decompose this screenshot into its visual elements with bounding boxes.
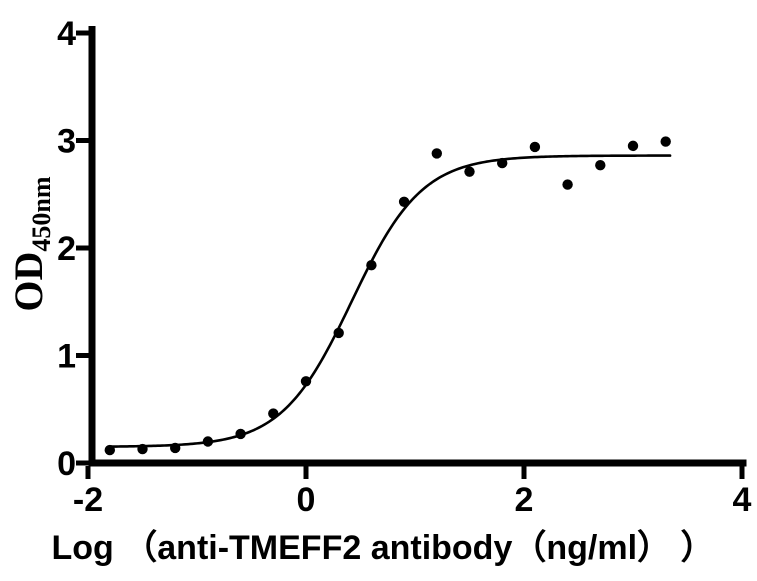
y-tick bbox=[76, 245, 89, 251]
x-tick bbox=[739, 466, 745, 479]
y-tick-label: 1 bbox=[57, 338, 76, 376]
data-point bbox=[529, 141, 541, 153]
data-point bbox=[235, 428, 246, 440]
y-axis-title-subscript: 450nm bbox=[27, 176, 56, 251]
data-point bbox=[497, 157, 508, 169]
data-point bbox=[398, 196, 410, 207]
y-tick-label: 4 bbox=[57, 15, 76, 53]
data-point bbox=[366, 260, 377, 271]
data-point bbox=[562, 179, 573, 190]
data-point bbox=[202, 436, 214, 447]
data-point bbox=[300, 376, 312, 387]
y-tick bbox=[76, 460, 89, 466]
fit-curve bbox=[108, 154, 672, 448]
y-tick-label: 0 bbox=[57, 445, 76, 483]
data-point bbox=[431, 148, 442, 159]
y-tick-label: 3 bbox=[57, 123, 76, 161]
x-tick-label: -2 bbox=[73, 481, 103, 519]
y-tick bbox=[76, 353, 89, 358]
x-axis-title: Log （anti-TMEFF2 antibody（ng/ml） ） bbox=[52, 528, 715, 567]
data-points-layer bbox=[104, 136, 671, 456]
y-tick bbox=[76, 138, 89, 143]
x-tick-label: 0 bbox=[297, 481, 316, 519]
y-axis-title: OD450nm bbox=[6, 176, 56, 311]
data-point bbox=[464, 166, 475, 177]
x-tick bbox=[521, 466, 527, 479]
x-tick-label: 4 bbox=[733, 481, 752, 519]
x-tick bbox=[85, 466, 91, 479]
data-point bbox=[104, 444, 116, 456]
data-point bbox=[627, 140, 639, 152]
x-axis-spine bbox=[88, 459, 747, 467]
y-tick bbox=[76, 30, 89, 36]
data-point bbox=[660, 136, 671, 147]
data-point bbox=[170, 442, 181, 454]
data-point bbox=[137, 443, 148, 455]
x-tick-label: 2 bbox=[515, 481, 534, 519]
data-point bbox=[595, 160, 606, 171]
fit-curve-layer bbox=[108, 154, 672, 448]
y-axis-title-main: OD bbox=[6, 252, 51, 312]
data-point bbox=[333, 327, 344, 339]
x-tick bbox=[303, 466, 309, 479]
data-point bbox=[268, 408, 279, 419]
y-tick-label: 2 bbox=[57, 230, 76, 268]
y-axis-spine bbox=[88, 26, 96, 464]
